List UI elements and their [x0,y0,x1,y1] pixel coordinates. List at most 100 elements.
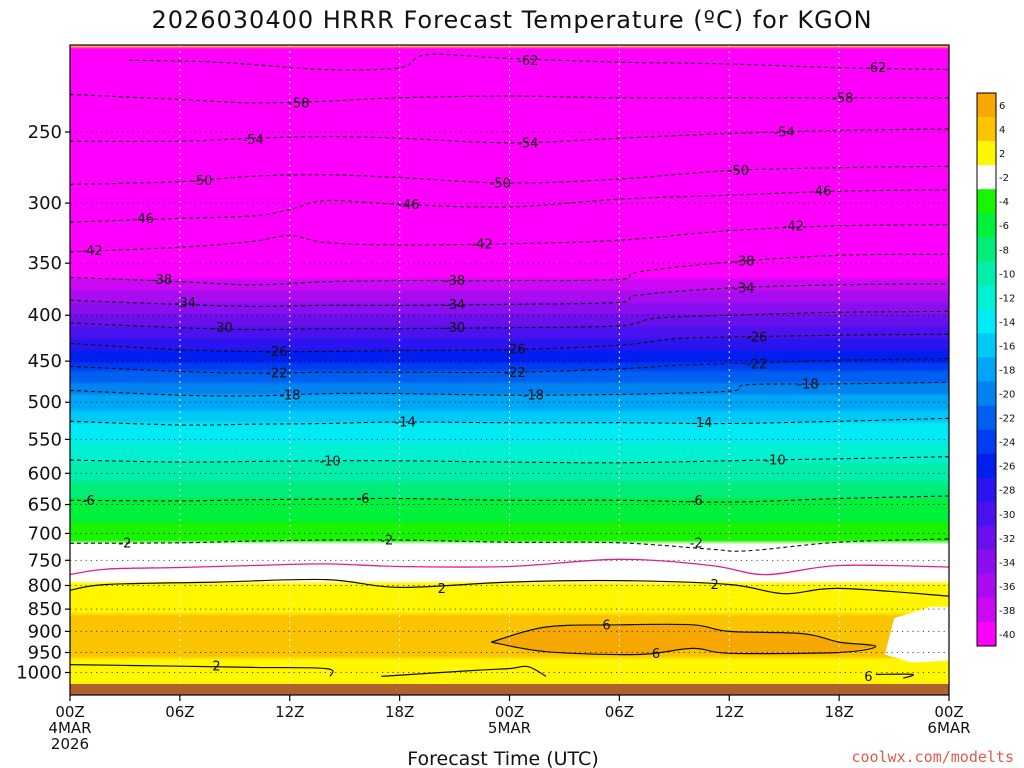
colorbar-tick-label: 6 [999,101,1005,112]
contour-label: -14 [395,416,416,431]
contour-label-text: -18 [797,377,818,392]
contour-label-text: -50 [490,177,511,192]
contour-label: -54 [517,136,538,151]
contour-label-text: -26 [504,342,525,357]
contour-label: -2 [118,536,131,551]
colorbar-tick-label: -4 [999,197,1009,208]
contour-label: -22 [746,357,767,372]
contour-label: -18 [523,389,544,404]
contour-label: -62 [865,61,886,76]
contour-label: 2 [710,578,718,593]
colorbar-tick-label: 4 [999,125,1005,136]
contour-label: -34 [733,281,754,296]
colorbar-tick-label: -38 [999,606,1015,617]
colorbar-frame [976,92,997,647]
contour-label: -18 [279,389,300,404]
contour-label-text: -46 [810,185,831,200]
contour-line [70,128,949,144]
contour-label: -26 [504,342,525,357]
contour-label-text: -42 [471,237,492,252]
contour-label: -14 [691,416,712,431]
contour-label-text: -62 [865,61,886,76]
contour-label: -34 [444,298,465,313]
colorbar-bin [977,333,996,358]
contour-line [70,578,949,597]
contour-line [128,53,949,71]
y-tick-label: 700 [28,523,62,544]
colorbar-tick-label: -36 [999,582,1015,593]
contour-label-text: -10 [319,454,340,469]
warm-pocket-fill [491,624,876,655]
contour-label-text: -46 [398,198,419,213]
contour-label-text: -50 [191,174,212,189]
contour-label-text: -34 [175,296,196,311]
contour-label-text: -54 [243,133,264,148]
edge-cool-patch [884,606,949,663]
contour-line [70,333,949,353]
contour-label: -6 [82,494,95,509]
x-tick-label: 5MAR [488,719,531,737]
colorbar-bin [977,213,996,238]
contour-label: -22 [504,366,525,381]
contour-label-text: -10 [764,454,785,469]
contour-label: -30 [211,321,232,336]
colorbar-tick-label: -24 [999,438,1015,449]
x-tick-label: 00Z [934,703,963,721]
contour-label: -22 [266,367,287,382]
contour-label-text: -6 [690,494,703,509]
contour-label: -26 [746,331,767,346]
contour-label-text: -54 [774,125,795,140]
colorbar-tick-label: -34 [999,558,1015,569]
contour-label-text: -2 [690,536,703,551]
contour-line [70,558,949,576]
colorbar-bin [977,189,996,214]
contour-label-text: -30 [211,321,232,336]
contour-line [70,417,949,426]
contour-label-text: -58 [288,96,309,111]
colorbar-tick-label: -12 [999,293,1015,304]
contour-label: -30 [444,321,465,336]
contour-label: -54 [243,133,264,148]
colorbar-tick-label: -14 [999,317,1015,328]
colorbar-bin [977,621,996,647]
contour-line [70,310,949,331]
contour-label: -42 [81,244,102,259]
credit-link[interactable]: coolwx.com/modelts [851,748,1014,766]
x-tick-label: 12Z [715,703,744,721]
x-tick-label: 00Z [55,703,84,721]
contour-label: 6 [652,647,660,662]
colorbar-bin [977,477,996,503]
contour-line [70,165,949,185]
contour-label-text: -26 [746,331,767,346]
colorbar: 6 4 2 -2 -4 -6 -8 -10 -12 -14 -16 -18 -20 -22 -24 -26 -2… [976,92,1015,647]
contour-label-text: -62 [517,54,538,69]
contour-label: -46 [133,212,154,227]
contour-label: -2 [690,536,703,551]
y-tick-label: 550 [28,429,62,450]
contour-label: -46 [398,198,419,213]
colorbar-tick-label: -40 [999,630,1015,641]
contour-label-text: -18 [523,389,544,404]
colorbar-tick-label: -28 [999,486,1015,497]
y-tick-label: 300 [28,193,62,214]
contour-label-text: -38 [444,274,465,289]
colorbar-bin [977,501,996,527]
contour-label: -42 [471,237,492,252]
colorbar-tick-label: -2 [999,173,1009,184]
contour-lines [70,53,949,679]
contour-label-text: -34 [444,298,465,313]
contour-line [70,456,949,464]
colorbar-bin [977,117,996,142]
contour-label: -10 [319,454,340,469]
contour-label: 6 [864,670,872,685]
surface-layer-fill [70,658,327,677]
x-axis-label: Forecast Time (UTC) [407,748,598,768]
colorbar-bin [977,93,996,118]
contour-label: -38 [151,273,172,288]
colorbar-bin [977,549,996,575]
x-tick-label: 06Z [165,703,194,721]
contour-label: -58 [288,96,309,111]
colorbar-bin [977,453,996,478]
y-tick-label: 500 [28,392,62,413]
colorbar-bin [977,405,996,430]
